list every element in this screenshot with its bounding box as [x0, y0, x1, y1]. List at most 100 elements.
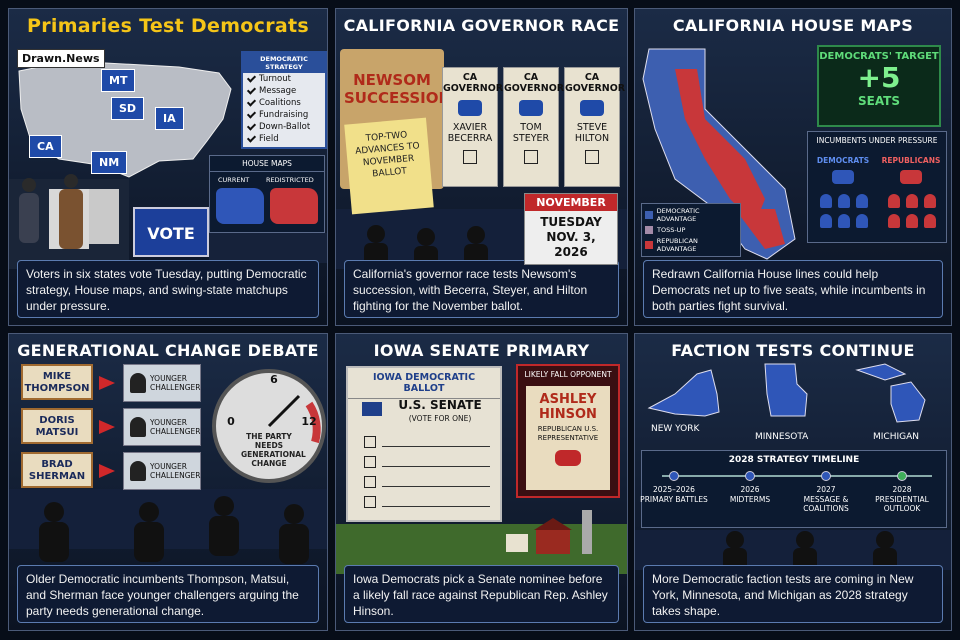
check-icon [246, 97, 257, 107]
state-label: IA [155, 107, 184, 130]
state-label: NEW YORK [651, 424, 700, 434]
ballot-office: CA GOVERNOR [443, 72, 504, 94]
checkbox [364, 436, 376, 448]
panel-title: CALIFORNIA GOVERNOR RACE [343, 16, 620, 35]
caption: Voters in six states vote Tuesday, putti… [17, 260, 319, 318]
checkbox [463, 150, 477, 164]
incumbents-box: INCUMBENTS UNDER PRESSURE DEMOCRATS REPUBL… [807, 131, 947, 243]
legend-text: DEMOCRATIC ADVANTAGE [656, 206, 700, 223]
map-label: CURRENT [218, 176, 250, 184]
state-label: MINNESOTA [755, 432, 809, 442]
timeline-dot [821, 471, 831, 481]
panel: GENERATIONAL CHANGE DEBATE Older Democrat… [8, 333, 328, 631]
opponent-title: LIKELY FALL OPPONENT [524, 370, 612, 379]
caption: California's governor race tests Newsom'… [344, 260, 619, 318]
donkey-icon [519, 100, 543, 116]
caption: More Democratic faction tests are coming… [643, 565, 943, 623]
ballot-office: U.S. SENATE [398, 398, 482, 412]
party-icon [832, 170, 854, 184]
strategy-text: Field [259, 134, 279, 144]
ballot-name: STEVE HILTON [574, 122, 610, 144]
timeline-label: MIDTERMS [729, 495, 771, 504]
sticky-note: TOP-TWO ADVANCES TO NOVEMBER BALLOT [344, 117, 434, 215]
opponent-name: ASHLEY HINSON [539, 392, 597, 422]
decoration [9, 60, 327, 269]
map-label: REDISTRICTED [266, 176, 314, 184]
party-label: DEMOCRATS [816, 156, 870, 165]
strategy-item: Field [243, 133, 325, 145]
legend-item: DEMOCRATIC ADVANTAGE [645, 206, 737, 223]
timeline-dot [745, 471, 755, 481]
person-icon [856, 214, 868, 228]
legend-text: TOSS-UP [657, 225, 686, 234]
write-line [382, 466, 490, 467]
donkey-icon [458, 100, 482, 116]
map-thumb [216, 188, 264, 224]
folder-label: NEWSOM SUCCESSION [344, 71, 452, 107]
calendar: NOVEMBER TUESDAY NOV. 3, 2026 [524, 193, 618, 265]
ballot-card: CA GOVERNOR TOM STEYER [503, 67, 564, 187]
person-icon [888, 194, 900, 208]
challenger-label: YOUNGER CHALLENGER [150, 418, 201, 436]
panel-title: IOWA SENATE PRIMARY [373, 341, 590, 360]
strategy-item: Down-Ballot [243, 121, 325, 133]
name-tag: DORIS MATSUI [21, 408, 93, 444]
panel: CALIFORNIA HOUSE MAPS Redrawn California … [634, 8, 952, 326]
incumbents-title: INCUMBENTS UNDER PRESSURE [816, 136, 938, 145]
panel-title: FACTION TESTS CONTINUE [671, 341, 915, 360]
person-icon [130, 461, 146, 481]
arrow [99, 464, 115, 478]
challenger-box: YOUNGER CHALLENGER [123, 364, 201, 402]
opponent-box: LIKELY FALL OPPONENT ASHLEY HINSON REPUBLI… [516, 364, 620, 498]
ballot-office: CA GOVERNOR [565, 72, 626, 94]
elephant-icon [555, 450, 581, 466]
person-icon [820, 194, 832, 208]
timeline-label: MESSAGE & COALITIONS [803, 495, 849, 513]
state-label: CA [29, 135, 62, 158]
timeline-line [662, 475, 932, 477]
panel-title: Primaries Test Democrats [26, 15, 309, 37]
iowa-icon [362, 402, 382, 416]
calendar-month: NOVEMBER [525, 194, 617, 211]
panel-title: CALIFORNIA HOUSE MAPS [672, 16, 914, 35]
state-label: MT [101, 69, 136, 92]
target-unit: SEATS [857, 94, 901, 108]
checkbox [524, 150, 538, 164]
strategy-box: DEMOCRATIC STRATEGY Turnout Message Coaliti… [241, 51, 327, 149]
opponent-role: REPUBLICAN U.S. REPRESENTATIVE [537, 425, 599, 442]
challenger-box: YOUNGER CHALLENGER [123, 452, 201, 490]
person-icon [906, 194, 918, 208]
check-icon [246, 133, 257, 143]
strategy-text: Coalitions [259, 98, 301, 108]
gauge-tick: 12 [301, 415, 317, 428]
vote-box: VOTE [133, 207, 209, 257]
legend-item: REPUBLICAN ADVANTAGE [645, 237, 737, 253]
house-maps-title: HOUSE MAPS [210, 156, 324, 172]
ballot-card: CA GOVERNOR XAVIER BECERRA [442, 67, 504, 187]
person-icon [130, 417, 146, 437]
write-line [382, 486, 490, 487]
timeline-dot [669, 471, 679, 481]
strategy-text: Fundraising [259, 110, 309, 120]
write-line [382, 506, 490, 507]
party-icon [900, 170, 922, 184]
person-icon [924, 214, 936, 228]
challenger-label: YOUNGER CHALLENGER [150, 374, 201, 392]
checkbox [364, 456, 376, 468]
donkey-icon [580, 100, 604, 116]
ballot-name: TOM STEYER [512, 122, 550, 144]
person-icon [906, 214, 918, 228]
target-title: DEMOCRATS' TARGET [819, 51, 939, 62]
decoration [9, 489, 327, 564]
caption: Iowa Democrats pick a Senate nominee bef… [344, 565, 619, 623]
strategy-item: Turnout [243, 73, 325, 85]
strategy-text: Message [259, 86, 297, 96]
timeline-label: PRIMARY BATTLES [640, 495, 708, 504]
calendar-date: TUESDAY NOV. 3, 2026 [540, 215, 602, 259]
brand: Drawn.News [17, 49, 105, 68]
timeline-label: PRESIDENTIAL OUTLOOK [875, 495, 929, 513]
legend-swatch [645, 225, 653, 234]
name-tag: MIKE THOMPSON [21, 364, 93, 400]
checkbox [364, 476, 376, 488]
panel: FACTION TESTS CONTINUE More Democratic fa… [634, 333, 952, 631]
